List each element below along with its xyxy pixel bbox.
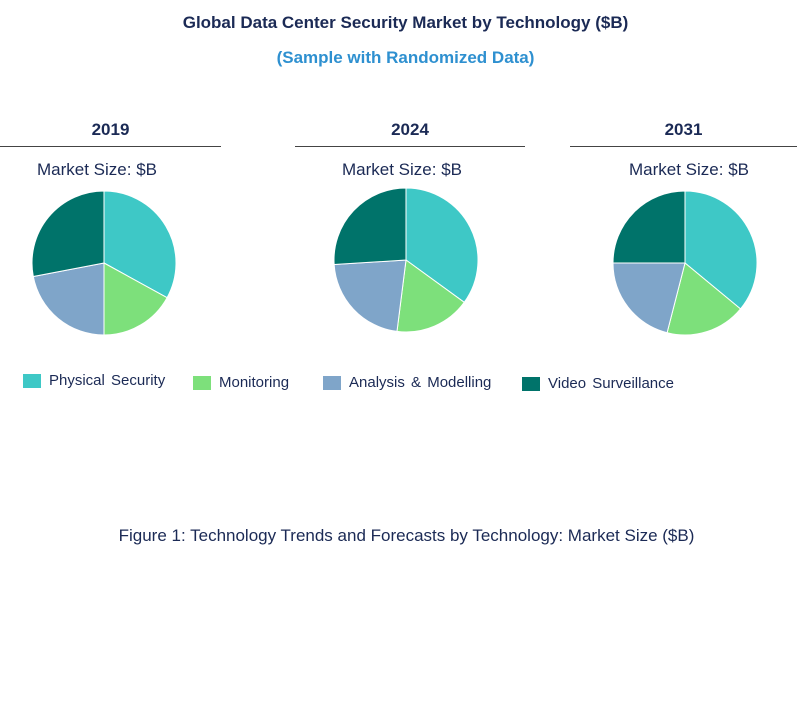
legend-swatch xyxy=(522,376,540,391)
panel-year: 2019 xyxy=(0,118,221,147)
pie-slice-physical-security xyxy=(103,190,177,299)
pie-chart-2031 xyxy=(612,190,758,336)
legend-label: Physical Security xyxy=(49,372,166,389)
market-size-label: Market Size: $B xyxy=(342,160,462,179)
pie-slice-monitoring xyxy=(103,262,168,336)
panel-2024: 2024 xyxy=(295,118,525,147)
legend-item-physical-security: Physical Security xyxy=(23,372,165,389)
figure-caption: Figure 1: Technology Trends and Forecast… xyxy=(118,526,695,545)
pie-slice-video-surveillance xyxy=(612,190,686,264)
legend-item-monitoring: Monitoring xyxy=(193,374,289,391)
legend-swatch xyxy=(193,375,211,390)
market-size-label: Market Size: $B xyxy=(629,160,749,179)
market-size-label: Market Size: $B xyxy=(37,160,157,179)
legend-swatch xyxy=(23,373,41,388)
pie-slice-analysis-modelling xyxy=(333,259,407,332)
pie-slice-monitoring xyxy=(666,262,742,336)
pie-slice-analysis-modelling xyxy=(32,262,105,336)
legend-label: Monitoring xyxy=(219,374,290,391)
pie-chart-2019 xyxy=(31,190,177,336)
legend-item-analysis-modelling: Analysis & Modelling xyxy=(323,374,491,391)
pie-slice-monitoring xyxy=(396,259,465,333)
panel-2031: 2031 xyxy=(570,118,797,147)
panel-year: 2024 xyxy=(295,118,525,147)
chart-subtitle: (Sample with Randomized Data) xyxy=(276,48,535,67)
legend: Physical Security Monitoring Analysis & … xyxy=(0,370,797,400)
pie-slice-physical-security xyxy=(684,190,758,310)
legend-label: Video Surveillance xyxy=(548,375,674,392)
pie-slice-video-surveillance xyxy=(31,190,105,278)
pie-slice-physical-security xyxy=(405,187,479,304)
pie-chart-2024 xyxy=(333,187,479,333)
legend-item-video-surveillance: Video Surveillance xyxy=(522,375,674,392)
legend-swatch xyxy=(323,375,341,390)
pie-slice-video-surveillance xyxy=(333,187,407,266)
legend-label: Analysis & Modelling xyxy=(349,374,492,391)
chart-title: Global Data Center Security Market by Te… xyxy=(182,13,629,32)
panel-year: 2031 xyxy=(570,118,797,147)
panel-2019: 2019 xyxy=(0,118,221,147)
pie-slice-analysis-modelling xyxy=(612,262,686,334)
